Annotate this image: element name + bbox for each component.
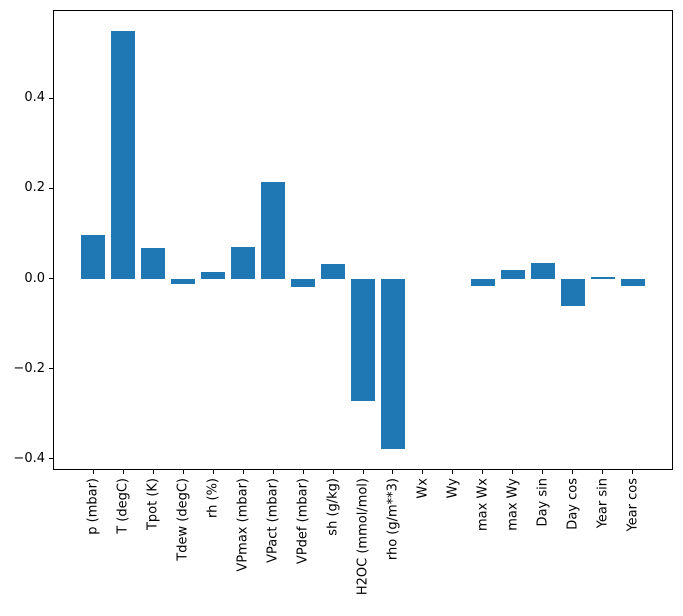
y-tick <box>49 368 53 370</box>
y-tick-label: −0.4 <box>13 450 45 466</box>
bar <box>321 263 345 279</box>
x-tick-label: max Wx <box>475 478 491 532</box>
bar <box>141 248 166 279</box>
bar <box>201 272 226 279</box>
x-tick-label: Year cos <box>625 478 641 532</box>
x-tick <box>122 470 124 474</box>
x-tick <box>302 470 304 474</box>
x-tick-label: VPact (mbar) <box>265 478 281 563</box>
x-tick <box>362 470 364 474</box>
bar <box>261 181 286 279</box>
x-tick <box>92 470 94 474</box>
x-tick-label: Day cos <box>565 478 581 530</box>
x-tick-label: sh (g/kg) <box>325 478 341 536</box>
bar <box>380 278 405 449</box>
x-tick <box>272 470 274 474</box>
x-tick <box>182 470 184 474</box>
bar <box>530 262 555 279</box>
x-tick-label: H2OC (mmol/mol) <box>355 478 371 596</box>
x-tick <box>332 470 334 474</box>
y-tick-label: 0.4 <box>24 90 45 106</box>
x-tick <box>152 470 154 474</box>
y-tick <box>49 458 53 460</box>
x-tick-label: p (mbar) <box>85 478 101 535</box>
bar <box>81 235 106 279</box>
y-tick <box>49 97 53 99</box>
x-tick <box>602 470 604 474</box>
x-tick <box>542 470 544 474</box>
bar <box>351 278 375 402</box>
bar <box>470 278 495 287</box>
y-tick-label: 0.0 <box>24 270 45 286</box>
x-tick-label: Tpot (K) <box>145 478 161 531</box>
bar <box>500 270 525 279</box>
x-tick-label: Year sin <box>595 478 611 529</box>
x-tick-label: VPdef (mbar) <box>295 478 311 565</box>
bar <box>560 278 585 306</box>
x-tick-label: Wx <box>415 478 431 499</box>
bar <box>171 278 196 285</box>
x-tick-label: Day sin <box>535 478 551 527</box>
x-tick-label: Wy <box>445 478 461 499</box>
x-tick <box>512 470 514 474</box>
x-tick <box>452 470 454 474</box>
x-tick-label: VPmax (mbar) <box>235 478 251 572</box>
x-tick-label: max Wy <box>505 478 521 531</box>
y-tick <box>49 187 53 189</box>
y-tick-label: −0.2 <box>13 360 45 376</box>
x-tick-label: Tdew (degC) <box>175 478 191 561</box>
x-tick <box>482 470 484 474</box>
bar <box>590 277 615 279</box>
x-tick <box>422 470 424 474</box>
plot-area <box>53 10 673 470</box>
y-tick-label: 0.2 <box>24 180 45 196</box>
bar <box>620 278 645 286</box>
x-tick <box>212 470 214 474</box>
x-tick <box>242 470 244 474</box>
x-tick-label: rh (%) <box>205 478 221 518</box>
x-tick <box>572 470 574 474</box>
y-tick <box>49 278 53 280</box>
x-tick <box>632 470 634 474</box>
x-tick <box>392 470 394 474</box>
bar <box>231 246 256 279</box>
bar <box>111 30 136 279</box>
bar <box>291 278 316 287</box>
x-tick-label: T (degC) <box>115 478 131 534</box>
x-tick-label: rho (g/m**3) <box>385 478 401 561</box>
